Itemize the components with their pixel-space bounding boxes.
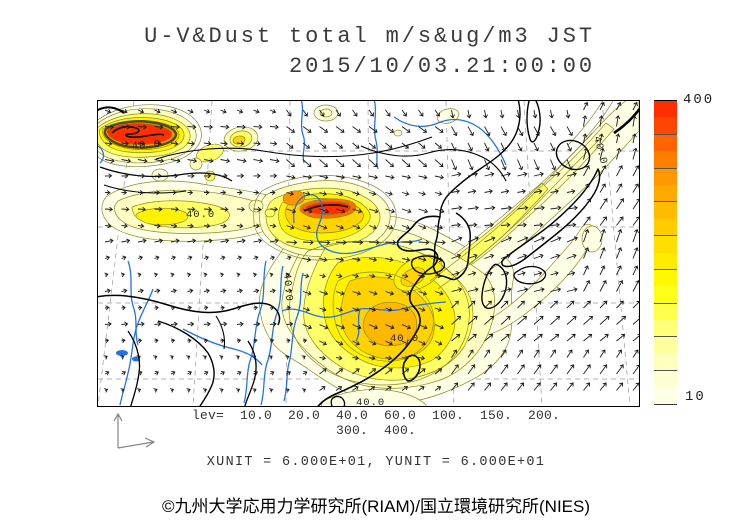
river-line: [283, 272, 304, 402]
axis-orientation-indicator: [113, 412, 156, 449]
y-axis-arrow-icon: [113, 412, 123, 448]
colorbar-segment: [654, 252, 677, 270]
lake-shape: [116, 350, 128, 356]
colorbar-segment: [654, 117, 677, 135]
coastline: [330, 395, 346, 406]
river-line: [243, 260, 267, 404]
contour-value-label: 40.0: [390, 333, 419, 345]
contour-line: [437, 140, 599, 290]
river-line: [393, 116, 507, 166]
x-axis-arrow-icon: [117, 437, 156, 449]
contour-levels-line1: lev= 10.0 20.0 40.0 60.0 100. 150. 200.: [191, 408, 561, 423]
dust-contour-blob: [393, 129, 403, 137]
contour-value-label: 40.0: [186, 209, 215, 221]
wind-vector-layer: [103, 101, 639, 393]
unit-scale-text: XUNIT = 6.000E+01, YUNIT = 6.000E+01: [206, 455, 546, 470]
colorbar-segment: [654, 151, 677, 169]
coastline: [157, 320, 215, 406]
high-level-contour-line: [303, 204, 349, 212]
river-line: [373, 101, 379, 170]
colorbar-segment: [654, 320, 677, 338]
river-line: [300, 101, 306, 164]
colorbar-segment: [654, 387, 677, 406]
coastline: [432, 212, 471, 281]
dust-contour-blob: [320, 389, 427, 406]
contour-value-label: 40.0: [356, 397, 385, 407]
contour-line: [253, 175, 397, 261]
plot-timestamp: 2015/10/03.21:00:00: [289, 54, 595, 79]
colorbar-segment: [654, 202, 677, 219]
coastline: [244, 340, 257, 406]
coastline: [98, 294, 281, 326]
contour-line: [567, 101, 604, 146]
dust-contour-blob: [264, 208, 276, 218]
contour-levels-line2: 300. 400.: [335, 423, 416, 438]
dust-contour-blob: [189, 157, 203, 171]
colorbar-segment: [654, 286, 677, 304]
colorbar-min-label: 10: [685, 389, 706, 405]
plot-title: U-V&Dust total m/s&ug/m3 JST: [144, 24, 595, 49]
colorbar-segment: [654, 303, 677, 321]
dust-contour-blob: [106, 122, 173, 145]
colorbar-segment: [654, 168, 677, 185]
colorbar-segment: [654, 337, 677, 354]
contour-value-label: 40.0: [280, 272, 295, 302]
lake-shape: [132, 356, 140, 362]
contour-value-label: 40.0: [131, 139, 161, 153]
coastline: [613, 107, 639, 135]
colorbar-segment: [654, 371, 677, 388]
river-line: [355, 308, 361, 342]
coastline: [513, 265, 547, 285]
coastline: [402, 354, 421, 382]
dust-contour-blob: [135, 207, 189, 226]
coastline: [481, 263, 508, 310]
colorbar: [654, 100, 677, 406]
coastline-layer: [98, 101, 639, 406]
coastline: [155, 136, 433, 160]
contour-line: [583, 101, 614, 140]
coastline: [215, 315, 226, 350]
colorbar-segment: [654, 134, 677, 152]
colorbar-segment: [654, 236, 677, 253]
colorbar-segment: [654, 184, 677, 203]
coastline: [555, 139, 591, 171]
colorbar-segment: [654, 353, 677, 372]
colorbar-max-label: 400: [683, 92, 715, 108]
colorbar-segment: [654, 218, 677, 237]
coastline: [439, 101, 521, 218]
dust-contour-layer: [98, 101, 639, 406]
coastline: [98, 106, 125, 114]
river-line: [98, 145, 105, 164]
colorbar-segment: [654, 100, 677, 118]
colorbar-segment: [654, 269, 677, 287]
contour-line: [429, 132, 593, 282]
coastline: [526, 101, 541, 143]
river-line: [127, 260, 139, 346]
copyright-text: ©九州大学応用力学研究所(RIAM)/国立環境研究所(NIES): [161, 497, 591, 516]
river-line: [260, 265, 284, 406]
dust-contour-blob: [248, 199, 264, 213]
coastline: [410, 255, 446, 275]
coastline: [99, 166, 233, 182]
dust-wind-map: 40.040.0 40.040.040.040.0: [97, 100, 640, 407]
coastline: [127, 330, 141, 406]
